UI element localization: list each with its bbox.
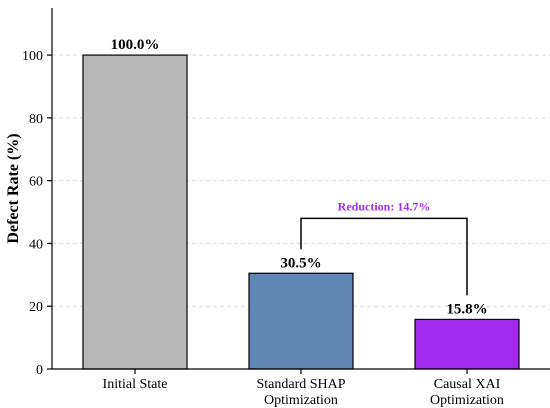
- x-tick-label-1: Standard SHAP Optimization: [256, 377, 345, 408]
- y-tick-label-0: 0: [36, 363, 43, 378]
- y-tick-label-20: 20: [29, 300, 43, 315]
- reduction-annotation: Reduction: 14.7%: [300, 199, 468, 296]
- bars: [82, 54, 520, 370]
- data-label-2: 15.8%: [446, 301, 487, 317]
- bar-2: [414, 318, 520, 370]
- x-tick-label-line: Optimization: [430, 393, 504, 408]
- y-tick-label-60: 60: [29, 175, 43, 190]
- x-tick-label-line: Causal XAI: [434, 377, 501, 392]
- bar-0: [82, 54, 188, 370]
- y-tick-label-40: 40: [29, 237, 43, 252]
- data-labels: 100.0% 30.5% 15.8%: [111, 37, 488, 317]
- y-axis-title: Defect Rate (%): [5, 133, 22, 243]
- data-label-0: 100.0%: [111, 37, 160, 53]
- y-tick-label-100: 100: [22, 49, 43, 64]
- y-tick-label-80: 80: [29, 112, 43, 127]
- x-tick-label-line: Standard SHAP: [256, 377, 345, 392]
- bar-1: [248, 272, 354, 370]
- data-label-1: 30.5%: [280, 255, 321, 271]
- reduction-label: Reduction: 14.7%: [338, 199, 431, 213]
- reduction-bracket: [300, 217, 468, 296]
- x-tick-label-line: Optimization: [264, 393, 338, 408]
- x-tick-label-0: Initial State: [103, 377, 168, 392]
- y-tick-labels: 0 20 40 60 80 100: [22, 49, 52, 378]
- x-tick-label-2: Causal XAI Optimization: [430, 377, 504, 408]
- x-tick-labels: Initial State Standard SHAP OptimizationCa…: [103, 369, 504, 408]
- x-tick-label-line: Initial State: [103, 377, 168, 392]
